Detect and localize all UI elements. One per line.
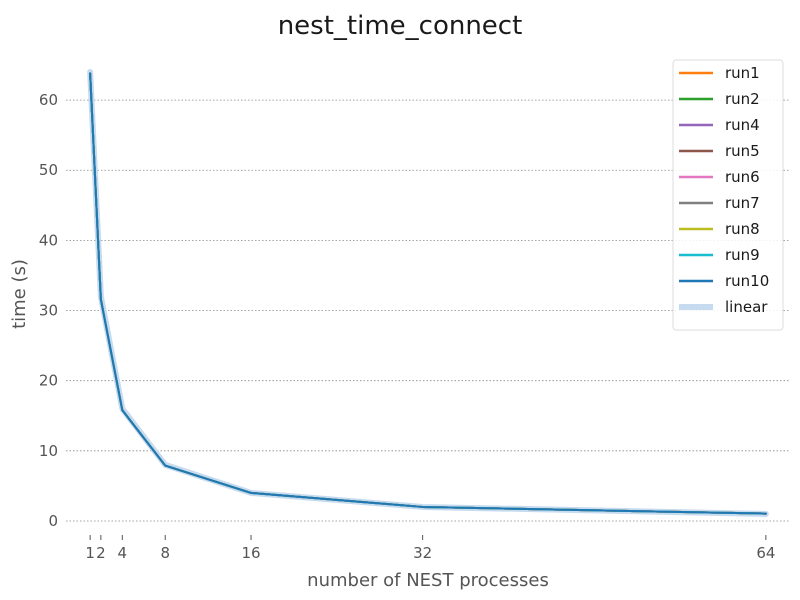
y-tick-label-0: 0 (48, 512, 58, 530)
x-tick-label-16: 16 (241, 544, 260, 562)
y-tick-label-50: 50 (39, 161, 58, 179)
chart-title: nest_time_connect (278, 11, 523, 41)
series-line-run4 (89, 72, 767, 515)
x-tick-label-8: 8 (160, 544, 170, 562)
legend-label-run8: run8 (725, 220, 760, 238)
y-tick-label-60: 60 (39, 91, 58, 109)
legend-label-run1: run1 (725, 64, 760, 82)
grid-layer (66, 99, 790, 522)
x-tick-label-32: 32 (413, 544, 432, 562)
series-line-run2 (89, 72, 767, 515)
y-tick-label-30: 30 (39, 302, 58, 320)
x-tick-label-4: 4 (118, 544, 128, 562)
x-tick-label-2: 2 (96, 544, 106, 562)
series-line-run6 (89, 72, 767, 515)
series-layer (87, 69, 769, 517)
legend-label-run4: run4 (725, 116, 760, 134)
x-tick-label-64: 64 (756, 544, 775, 562)
legend-label-run10: run10 (725, 272, 769, 290)
series-line-run8 (89, 72, 767, 515)
x-axis: 1 2 4 8 16 32 64 (85, 535, 775, 562)
x-axis-label: number of NEST processes (307, 570, 549, 591)
legend-label-run9: run9 (725, 246, 760, 264)
series-line-run1 (89, 72, 767, 515)
series-line-run10 (89, 72, 767, 515)
legend-box (672, 59, 784, 331)
legend-label-run5: run5 (725, 142, 760, 160)
y-tick-label-10: 10 (39, 442, 58, 460)
legend-label-run6: run6 (725, 168, 760, 186)
series-line-run5 (89, 72, 767, 515)
legend-label-run7: run7 (725, 194, 760, 212)
y-tick-label-40: 40 (39, 231, 58, 249)
y-tick-label-20: 20 (39, 372, 58, 390)
y-axis: 0 10 20 30 40 50 60 (39, 91, 58, 530)
x-tick-label-1: 1 (85, 544, 95, 562)
series-line-linear (87, 69, 769, 517)
legend-label-run2: run2 (725, 90, 760, 108)
legend-label-linear: linear (725, 298, 768, 316)
legend: run1 run2 run4 run5 run6 run7 run8 run9 run10 lin… (672, 59, 784, 331)
series-line-run9 (89, 72, 767, 515)
y-axis-label: time (s) (9, 259, 30, 329)
series-line-run7 (89, 72, 767, 515)
